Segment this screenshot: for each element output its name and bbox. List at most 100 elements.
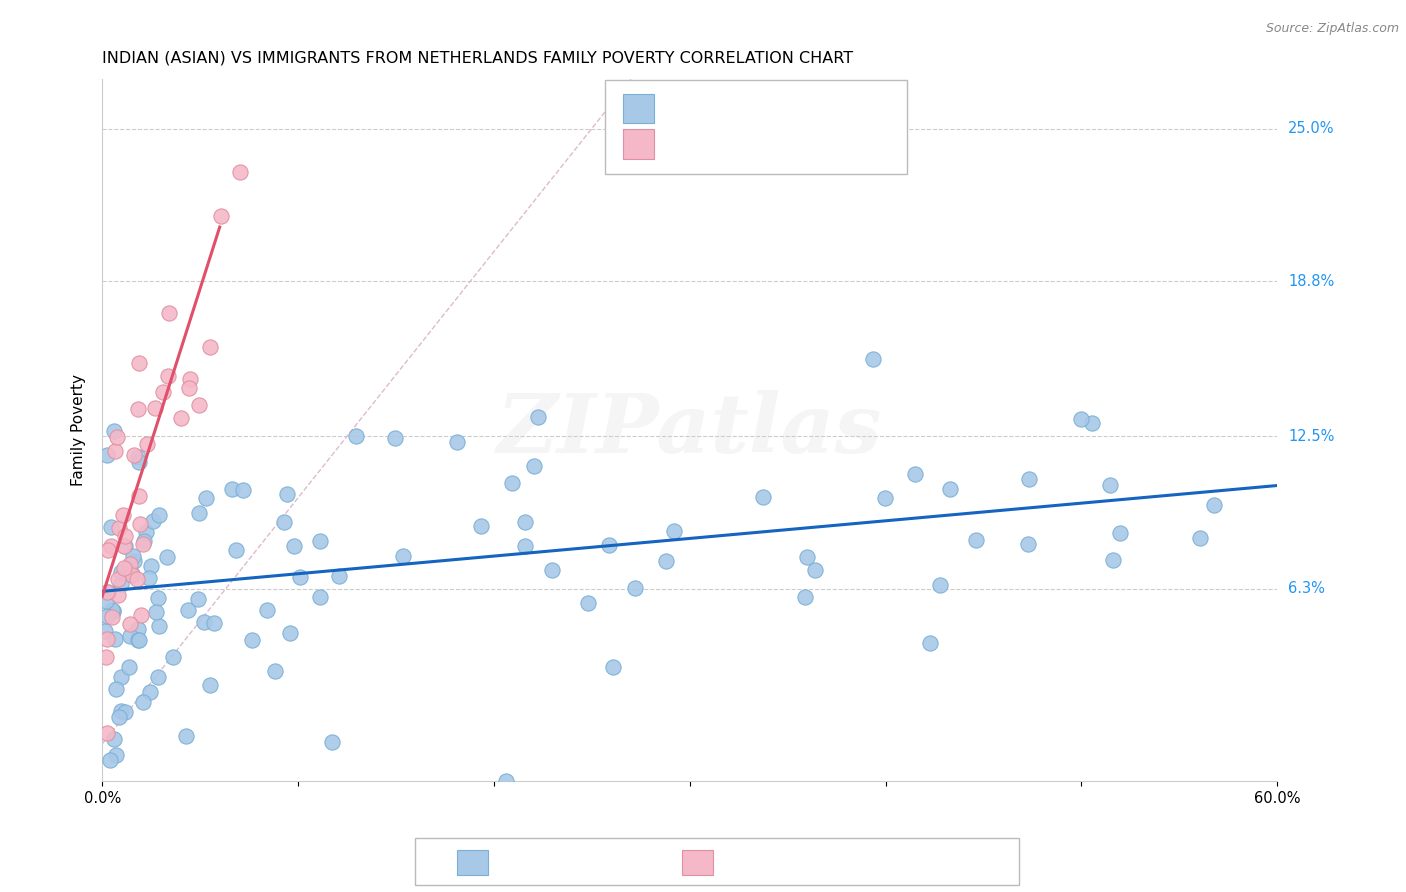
Point	[495, 773, 517, 788]
Point	[96, 632, 118, 646]
Point	[105, 747, 128, 762]
Point	[384, 430, 406, 444]
Point	[662, 524, 685, 539]
Point	[122, 554, 145, 568]
Text: 39: 39	[792, 137, 818, 152]
Point	[156, 549, 179, 564]
Point	[624, 581, 647, 595]
Point	[188, 506, 211, 520]
Point	[513, 539, 536, 553]
Point	[146, 670, 169, 684]
Point	[965, 533, 987, 548]
Point	[526, 410, 548, 425]
Point	[152, 384, 174, 399]
Point	[328, 569, 350, 583]
Point	[139, 685, 162, 699]
Point	[148, 619, 170, 633]
Point	[321, 735, 343, 749]
Point	[127, 573, 149, 587]
Text: R =: R =	[665, 137, 699, 152]
Point	[276, 487, 298, 501]
Point	[121, 566, 143, 581]
Point	[803, 563, 825, 577]
Point	[128, 489, 150, 503]
Point	[96, 448, 118, 462]
Point	[470, 519, 492, 533]
Point	[128, 356, 150, 370]
Point	[202, 615, 225, 630]
Point	[1070, 412, 1092, 426]
Point	[929, 577, 952, 591]
Point	[101, 603, 124, 617]
Point	[120, 629, 142, 643]
Point	[198, 340, 221, 354]
Text: INDIAN (ASIAN) VS IMMIGRANTS FROM NETHERLANDS FAMILY POVERTY CORRELATION CHART: INDIAN (ASIAN) VS IMMIGRANTS FROM NETHER…	[103, 51, 853, 66]
Point	[179, 372, 201, 386]
Point	[501, 476, 523, 491]
Point	[104, 444, 127, 458]
Point	[1081, 416, 1104, 430]
Text: ZIPatlas: ZIPatlas	[496, 390, 883, 470]
Point	[598, 538, 620, 552]
Text: 0.324: 0.324	[700, 102, 748, 116]
Point	[134, 533, 156, 548]
Point	[127, 632, 149, 647]
Point	[122, 549, 145, 564]
Point	[128, 516, 150, 531]
Point	[96, 609, 118, 624]
Point	[157, 306, 180, 320]
Point	[107, 588, 129, 602]
Point	[112, 539, 135, 553]
Point	[1098, 478, 1121, 492]
Point	[127, 622, 149, 636]
Point	[193, 615, 215, 629]
Point	[97, 543, 120, 558]
Point	[179, 381, 201, 395]
Point	[146, 591, 169, 606]
Point	[278, 625, 301, 640]
Text: 18.8%: 18.8%	[1288, 274, 1334, 289]
Point	[142, 514, 165, 528]
Point	[904, 467, 927, 481]
Point	[177, 603, 200, 617]
Point	[96, 725, 118, 739]
Point	[576, 596, 599, 610]
Point	[114, 705, 136, 719]
Point	[124, 448, 146, 462]
Point	[111, 508, 134, 522]
Point	[145, 606, 167, 620]
Point	[100, 520, 122, 534]
Point	[114, 529, 136, 543]
Text: 108: 108	[792, 102, 824, 116]
Point	[1188, 531, 1211, 545]
Point	[1018, 472, 1040, 486]
Point	[101, 603, 124, 617]
Point	[132, 537, 155, 551]
Point	[110, 577, 132, 591]
Point	[136, 437, 159, 451]
Y-axis label: Family Poverty: Family Poverty	[72, 374, 86, 486]
Text: N =: N =	[756, 102, 790, 116]
Text: Indians (Asian): Indians (Asian)	[496, 855, 606, 869]
Text: N =: N =	[756, 137, 790, 152]
Point	[198, 678, 221, 692]
Point	[94, 594, 117, 608]
Point	[187, 399, 209, 413]
Point	[232, 483, 254, 497]
Point	[446, 435, 468, 450]
Point	[132, 695, 155, 709]
Point	[751, 490, 773, 504]
Point	[105, 429, 128, 443]
Point	[107, 572, 129, 586]
Point	[344, 429, 367, 443]
Point	[118, 616, 141, 631]
Point	[127, 450, 149, 464]
Point	[110, 565, 132, 579]
Point	[194, 491, 217, 505]
Text: 12.5%: 12.5%	[1288, 429, 1334, 444]
Point	[283, 539, 305, 553]
Point	[862, 352, 884, 367]
Point	[118, 558, 141, 572]
Point	[221, 482, 243, 496]
Point	[1202, 498, 1225, 512]
